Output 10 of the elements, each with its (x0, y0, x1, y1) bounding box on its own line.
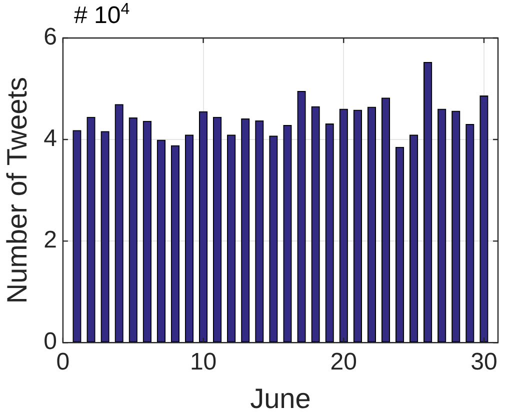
y-tick-label: 4 (44, 125, 57, 152)
x-tick-label: 20 (330, 348, 357, 376)
y-tick-label: 6 (44, 24, 57, 51)
x-axis-title: June (250, 382, 311, 414)
y-axis-title: Number of Tweets (2, 76, 33, 304)
x-tick-label: 10 (190, 348, 217, 376)
text: # 10$^{4}$ (74, 1, 130, 29)
x-tick-label: 30 (470, 348, 498, 376)
y-tick-label: 2 (44, 226, 57, 254)
y-tick-label: 0 (44, 328, 57, 356)
